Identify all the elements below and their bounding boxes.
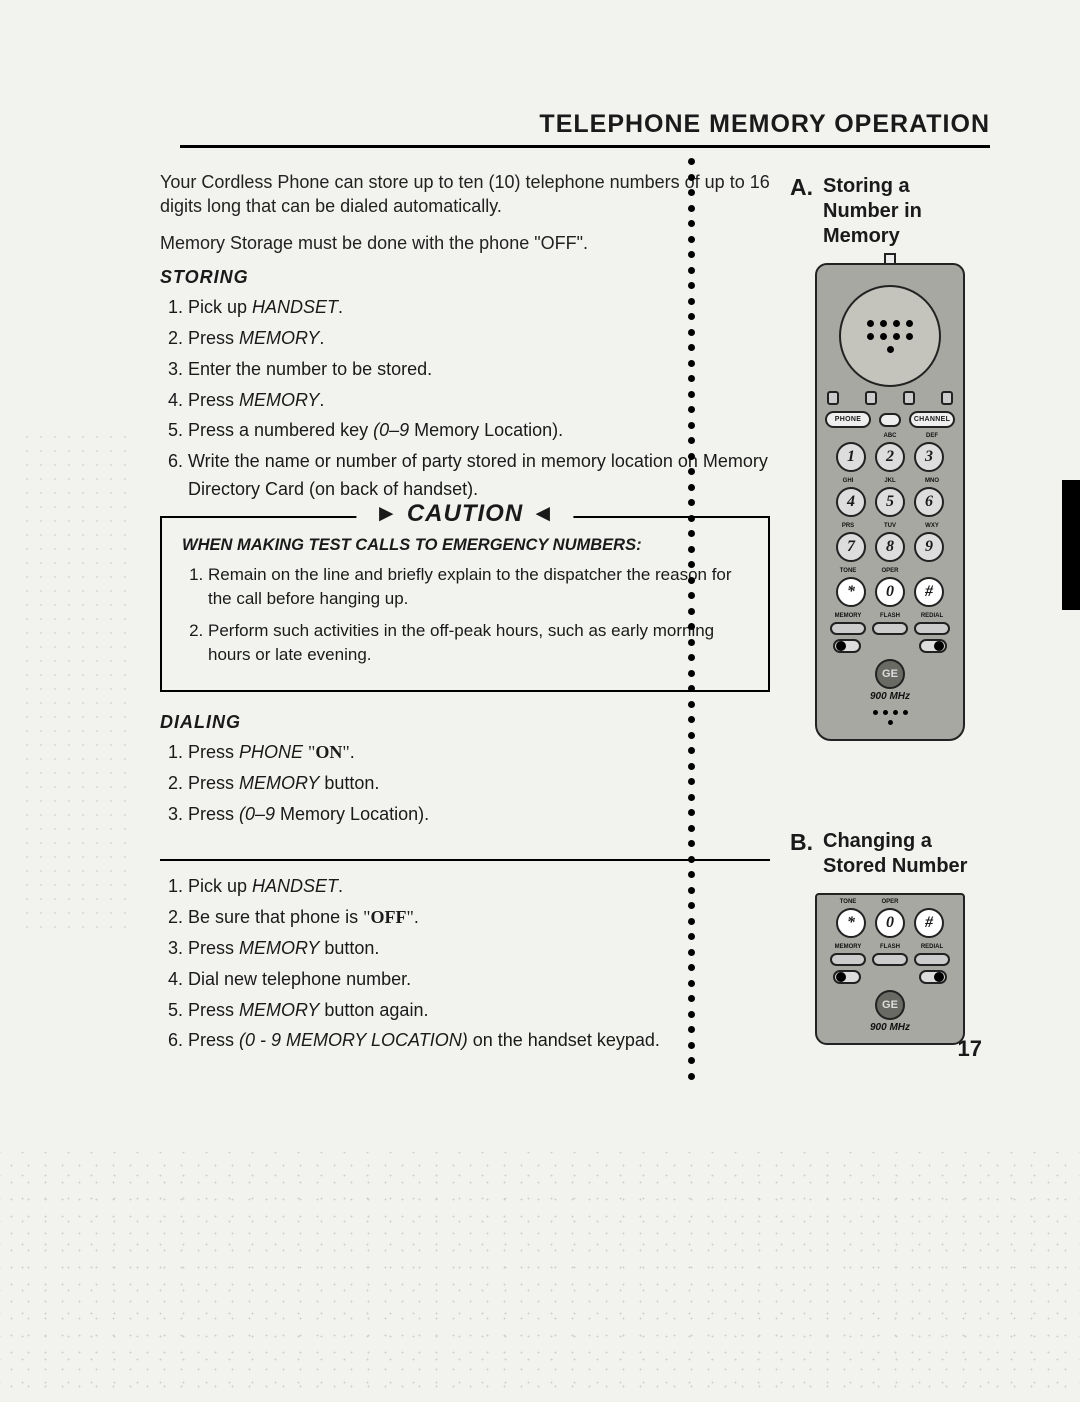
ringer-switch (833, 970, 861, 984)
key-7: 7 (836, 532, 866, 562)
storing-step: Press a numbered key (0–9 Memory Locatio… (188, 417, 770, 445)
dotted-separator (685, 158, 697, 1080)
off-para: Memory Storage must be done with the pho… (160, 231, 770, 255)
key-0: 0 (875, 908, 905, 938)
b-step: Pick up HANDSET. (188, 873, 770, 901)
key-labels: ABCDEF (833, 433, 947, 439)
keypad-row: * 0 # (825, 908, 955, 938)
key-8: 8 (875, 532, 905, 562)
brand-logo: GE (875, 659, 905, 689)
scan-noise (20, 430, 130, 930)
caution-title: CAUTION (356, 500, 573, 528)
keypad-row: * 0 # (825, 577, 955, 607)
mic-grille (872, 710, 908, 725)
key-hash: # (914, 908, 944, 938)
section-b-label: B. Changing a Stored Number (790, 829, 990, 879)
storing-step: Write the name or number of party stored… (188, 448, 770, 504)
caution-steps: Remain on the line and briefly explain t… (208, 563, 748, 666)
page-title: TELEPHONE MEMORY OPERATION (180, 110, 990, 148)
key-star: * (836, 908, 866, 938)
key-hash: # (914, 577, 944, 607)
storing-step: Pick up HANDSET. (188, 294, 770, 322)
key-labels: TONEOPER (833, 568, 947, 574)
right-column: A. Storing a Number in Memory PHONE CHAN… (790, 170, 990, 1058)
dialing-steps: Press PHONE "ON". Press MEMORY button. P… (188, 739, 770, 829)
memory-button (830, 953, 866, 966)
flash-button (872, 953, 908, 966)
memory-button (830, 622, 866, 635)
speaker-grille (839, 285, 941, 387)
dialing-step: Press (0–9 Memory Location). (188, 801, 770, 829)
key-2: 2 (875, 442, 905, 472)
left-column: Your Cordless Phone can store up to ten … (160, 170, 770, 1058)
key-0: 0 (875, 577, 905, 607)
section-label-text: Storing a Number in Memory (823, 174, 990, 249)
switch-row (833, 639, 947, 653)
scan-noise (0, 1152, 1080, 1402)
batlow-switch (919, 970, 947, 984)
brand-logo: GE (875, 990, 905, 1020)
storing-steps: Pick up HANDSET. Press MEMORY. Enter the… (188, 294, 770, 504)
dialing-step: Press PHONE "ON". (188, 739, 770, 767)
section-letter: B. (790, 829, 813, 856)
flash-button (872, 622, 908, 635)
led-icon (879, 413, 901, 427)
mhz-label: 900 MHz (825, 691, 955, 702)
key-3: 3 (914, 442, 944, 472)
storing-step: Press MEMORY. (188, 325, 770, 353)
phone-button: PHONE (825, 411, 871, 428)
b-step: Press MEMORY button again. (188, 997, 770, 1025)
function-row (825, 953, 955, 966)
handset-partial-illustration: TONEOPER * 0 # MEMORYFLASHREDIAL GE 900 … (815, 893, 965, 1045)
keypad-row: 4 5 6 (825, 487, 955, 517)
redial-button (914, 953, 950, 966)
page-number: 17 (958, 1036, 982, 1062)
key-1: 1 (836, 442, 866, 472)
key-5: 5 (875, 487, 905, 517)
b-step: Dial new telephone number. (188, 966, 770, 994)
keypad-row: 1 2 3 (825, 442, 955, 472)
section-letter: A. (790, 174, 813, 201)
caution-box: CAUTION WHEN MAKING TEST CALLS TO EMERGE… (160, 516, 770, 692)
antenna-icon (884, 253, 896, 265)
section-label-text: Changing a Stored Number (823, 829, 990, 879)
mhz-label: 900 MHz (825, 1022, 955, 1033)
side-ribs (827, 391, 953, 405)
storing-step: Press MEMORY. (188, 387, 770, 415)
thumb-tab (1062, 480, 1080, 610)
section-b-steps: Pick up HANDSET. Be sure that phone is "… (188, 873, 770, 1055)
switch-row (833, 970, 947, 984)
ringer-switch (833, 639, 861, 653)
key-4: 4 (836, 487, 866, 517)
section-divider (160, 859, 770, 861)
intro-para: Your Cordless Phone can store up to ten … (160, 170, 770, 219)
b-step: Be sure that phone is "OFF". (188, 904, 770, 932)
redial-button (914, 622, 950, 635)
phone-channel-row: PHONE CHANNEL (825, 411, 955, 428)
func-labels: MEMORYFLASHREDIAL (833, 613, 947, 619)
caution-step: Perform such activities in the off-peak … (208, 619, 748, 667)
function-row (825, 622, 955, 635)
caution-subhead: WHEN MAKING TEST CALLS TO EMERGENCY NUMB… (182, 536, 748, 555)
key-9: 9 (914, 532, 944, 562)
b-step: Press (0 - 9 MEMORY LOCATION) on the han… (188, 1027, 770, 1055)
batlow-switch (919, 639, 947, 653)
func-labels: MEMORYFLASHREDIAL (833, 944, 947, 950)
key-6: 6 (914, 487, 944, 517)
key-star: * (836, 577, 866, 607)
b-step: Press MEMORY button. (188, 935, 770, 963)
key-labels: TONEOPER (833, 899, 947, 905)
storing-step: Enter the number to be stored. (188, 356, 770, 384)
caution-step: Remain on the line and briefly explain t… (208, 563, 748, 611)
key-labels: PRSTUVWXY (833, 523, 947, 529)
key-labels: GHIJKLMNO (833, 478, 947, 484)
dialing-step: Press MEMORY button. (188, 770, 770, 798)
handset-illustration: PHONE CHANNEL ABCDEF 1 2 3 GHIJKLMNO 4 5… (815, 263, 965, 741)
keypad-row: 7 8 9 (825, 532, 955, 562)
section-a-label: A. Storing a Number in Memory (790, 174, 990, 249)
storing-heading: STORING (160, 267, 770, 288)
dialing-heading: DIALING (160, 712, 770, 733)
channel-button: CHANNEL (909, 411, 955, 428)
